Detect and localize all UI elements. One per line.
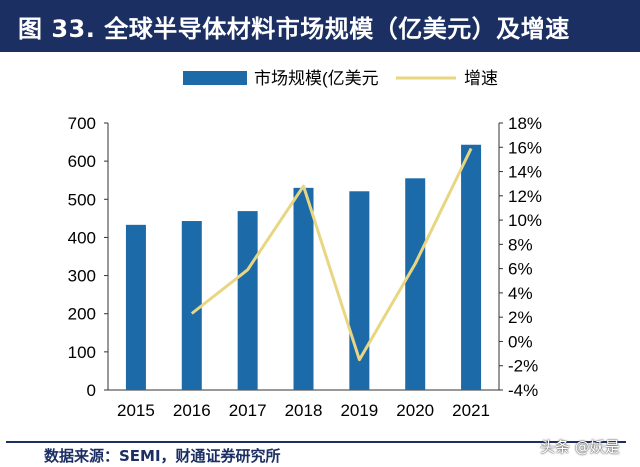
bar (293, 187, 314, 390)
legend-swatch-bar (183, 71, 247, 85)
left-axis-tick-label: 500 (68, 190, 96, 209)
right-axis-tick-label: -2% (508, 357, 538, 376)
right-axis-tick-label: 14% (508, 163, 542, 182)
bar (125, 224, 146, 390)
bar (461, 144, 482, 390)
bar (181, 221, 202, 390)
x-axis-tick-label: 2017 (229, 401, 267, 420)
right-axis-tick-label: 16% (508, 138, 542, 157)
right-axis-tick-label: -4% (508, 381, 538, 400)
x-axis-tick-label: 2021 (452, 401, 490, 420)
right-axis-tick-label: 12% (508, 187, 542, 206)
bar (405, 178, 426, 390)
right-axis-tick-label: 0% (508, 332, 533, 351)
left-axis-tick-label: 300 (68, 267, 96, 286)
source-note: 数据来源：SEMI，财通证券研究所 (44, 447, 281, 465)
legend-label-line: 增速 (464, 69, 498, 88)
right-axis-tick-label: 8% (508, 235, 533, 254)
title-bar: 图 33. 全球半导体材料市场规模（亿美元）及增速 (0, 0, 640, 52)
chart-title: 图 33. 全球半导体材料市场规模（亿美元）及增速 (18, 15, 570, 43)
x-axis-tick-label: 2015 (117, 401, 155, 420)
bar (237, 211, 258, 390)
left-axis-tick-label: 200 (68, 305, 96, 324)
right-axis-tick-label: 10% (508, 211, 542, 230)
x-axis-tick-label: 2018 (285, 401, 323, 420)
left-axis-tick-label: 0 (87, 381, 96, 400)
left-axis-tick-label: 100 (68, 343, 96, 362)
x-axis-tick-label: 2016 (173, 401, 211, 420)
source-divider (6, 441, 626, 443)
right-axis-tick-label: 18% (508, 114, 542, 133)
right-axis-tick-label: 2% (508, 308, 533, 327)
right-axis-tick-label: 6% (508, 260, 533, 279)
growth-line (190, 147, 473, 362)
x-axis-tick-label: 2019 (340, 401, 378, 420)
x-axis-tick-label: 2020 (396, 401, 434, 420)
watermark: 头条 @妖是 (540, 438, 620, 456)
right-axis-tick-label: 4% (508, 284, 533, 303)
combo-chart: 0 100 200 300 400 500 600 700 -4% -2% 0% 2% 4% 6% 8% 10… (68, 69, 542, 420)
left-axis-tick-label: 400 (68, 228, 96, 247)
left-axis-tick-label: 600 (68, 152, 96, 171)
left-axis-tick-label: 700 (68, 114, 96, 133)
legend-label-bar: 市场规模(亿美元 (254, 69, 379, 88)
